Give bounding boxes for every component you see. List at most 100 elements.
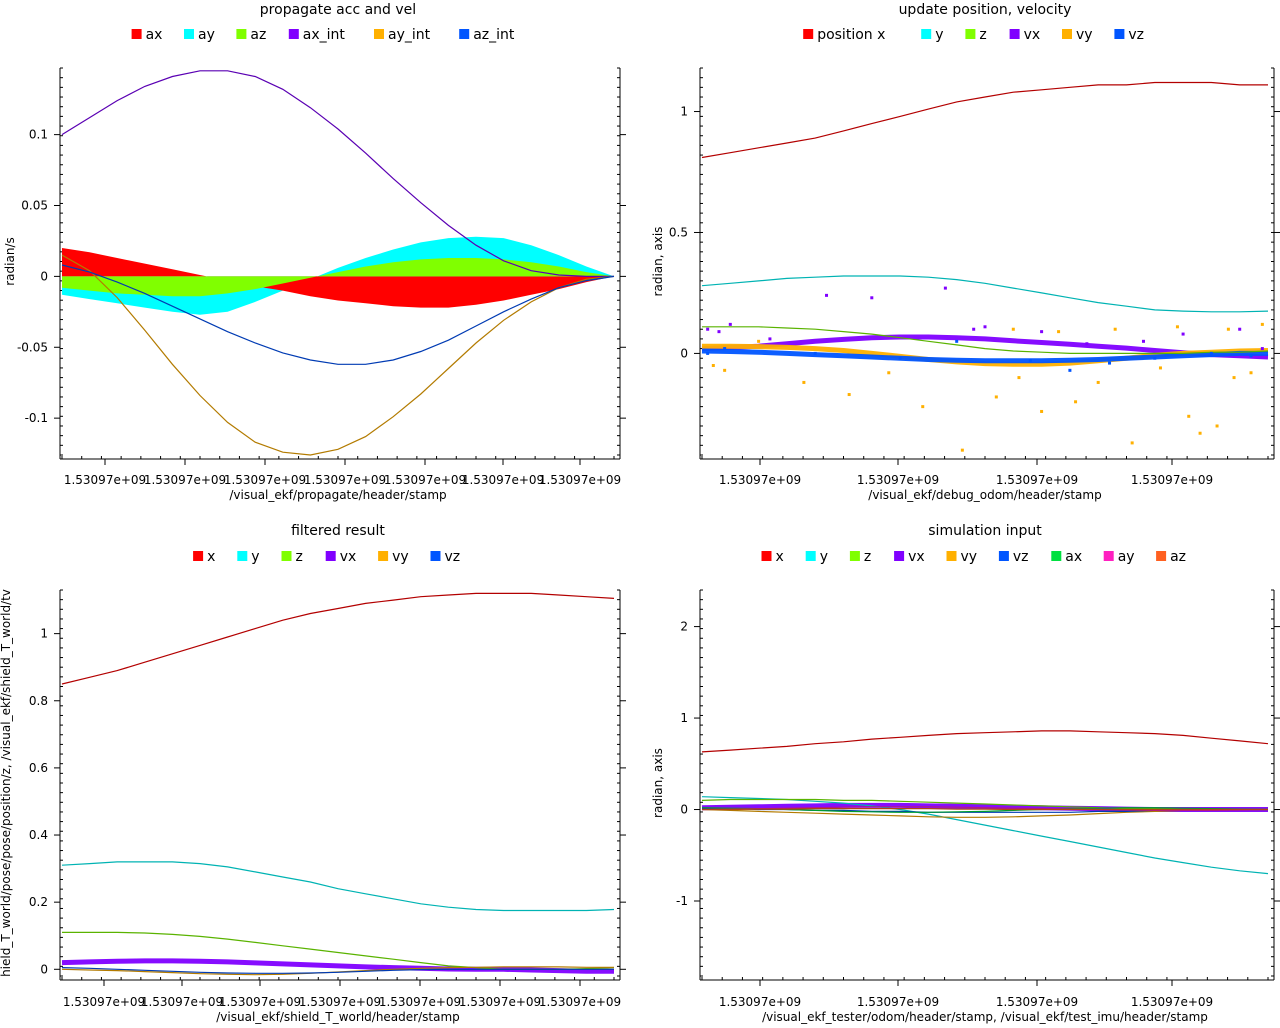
- y-tick-label: 0.1: [29, 128, 48, 142]
- legend: x y z vx vy vz: [193, 549, 460, 565]
- scatter-point-vy: [1057, 330, 1061, 334]
- y-tick-label: 0: [680, 803, 688, 817]
- x-tick-label: 1.53097e+09: [459, 995, 541, 1009]
- scatter-point-vx: [1141, 339, 1145, 343]
- scatter-point-vy: [1260, 322, 1264, 326]
- scatter-point-vy: [1040, 409, 1044, 413]
- y-axis-label: radian, axis: [651, 748, 665, 818]
- scatter-point-vy: [723, 368, 727, 372]
- scatter-point-vz: [1153, 356, 1157, 360]
- legend-label-vx: vx: [908, 549, 925, 565]
- legend-label-ay_int: ay_int: [388, 27, 431, 43]
- legend-label-z: z: [864, 549, 871, 565]
- x-tick-label: 1.53097e+09: [719, 995, 801, 1009]
- scatter-point-vz: [898, 356, 902, 360]
- legend-label-vz: vz: [445, 549, 461, 565]
- chart-title: filtered result: [291, 523, 385, 539]
- legend-swatch-vz: [1114, 29, 1125, 39]
- scatter-point-vx: [972, 327, 976, 331]
- y-tick-label: 0: [680, 346, 688, 360]
- x-tick-label: 1.53097e+09: [462, 473, 544, 487]
- y-tick-label: 0: [40, 962, 48, 976]
- legend-swatch-az: [1156, 551, 1167, 561]
- x-tick-label: 1.53097e+09: [63, 995, 145, 1009]
- scatter-point-vx: [728, 322, 732, 326]
- legend-swatch-x: [761, 551, 772, 561]
- scatter-point-vx: [943, 286, 947, 290]
- scatter-point-vy: [802, 380, 806, 384]
- legend-swatch-az: [236, 29, 247, 39]
- chart-title: update position, velocity: [899, 2, 1072, 18]
- chart-panel-2: update position, velocity position x y z vx v…: [651, 2, 1280, 502]
- legend-swatch-y: [237, 551, 248, 561]
- y-tick-label: 2: [680, 620, 688, 634]
- scatter-point-vz: [1068, 368, 1072, 372]
- legend-swatch-ax_int: [288, 29, 299, 39]
- legend-swatch-ay_int: [374, 29, 384, 39]
- legend-swatch-ax: [131, 29, 142, 39]
- x-axis-label: /visual_ekf/shield_T_world/header/stamp: [216, 1010, 460, 1024]
- legend-label-x: x: [207, 549, 215, 565]
- series-fill-ax: [62, 248, 614, 308]
- scatter-point-vy: [1113, 327, 1117, 331]
- y-axis-label: hield_T_world/pose/pose/position/z, /vis…: [0, 589, 13, 977]
- x-tick-label: 1.53097e+09: [224, 473, 306, 487]
- scatter-point-vx: [983, 325, 987, 329]
- x-tick-label: 1.53097e+09: [299, 995, 381, 1009]
- scatter-point-vy: [1158, 366, 1162, 370]
- legend-swatch-position-x: [803, 29, 814, 39]
- legend-label-ax: ax: [146, 27, 163, 43]
- legend-label-az: az: [1170, 549, 1186, 565]
- y-tick-label: 0.4: [29, 828, 48, 842]
- legend-label-y: y: [251, 549, 259, 565]
- scatter-point-vz: [1108, 361, 1112, 365]
- scatter-point-vy: [960, 448, 964, 452]
- legend-label-vy: vy: [1076, 27, 1093, 43]
- legend-swatch-ay: [1103, 551, 1114, 561]
- scatter-point-vx: [825, 293, 829, 297]
- legend-swatch-vx: [894, 551, 905, 561]
- y-tick-label: 0.8: [29, 694, 48, 708]
- x-tick-label: 1.53097e+09: [857, 995, 939, 1009]
- scatter-point-vx: [717, 330, 721, 334]
- scatter-point-vy: [1249, 371, 1253, 375]
- series-line-ax_int: [61, 70, 614, 277]
- series-line-y: [61, 861, 615, 912]
- chart-title: simulation input: [928, 523, 1042, 539]
- legend: position x y z vx vy vz: [803, 27, 1144, 43]
- scatter-point-vx: [1085, 342, 1089, 346]
- x-tick-label: 1.53097e+09: [384, 473, 466, 487]
- y-axis-label: radian/s: [3, 237, 17, 286]
- x-axis-label: /visual_ekf_tester/odom/header/stamp, /v…: [762, 1010, 1208, 1024]
- scatter-point-vy: [887, 371, 891, 375]
- series-band-vz: [701, 348, 1268, 364]
- scatter-point-vx: [1260, 347, 1264, 351]
- scatter-point-vz: [1209, 351, 1213, 355]
- legend-label-vy: vy: [961, 549, 978, 565]
- y-tick-label: 0.6: [29, 761, 48, 775]
- legend-swatch-vz: [998, 551, 1009, 561]
- legend-swatch-ay: [184, 29, 194, 39]
- legend-label-vx: vx: [1024, 27, 1041, 43]
- scatter-point-vx: [1040, 330, 1044, 334]
- plot-area: [701, 730, 1269, 875]
- legend-swatch-vy: [378, 551, 389, 561]
- chart-panel-4: simulation input x y z vx vy vz ax ay az -1 0 1 2 1.53…: [651, 523, 1280, 1024]
- legend-label-position-x: position x: [817, 27, 885, 43]
- legend: ax ay az ax_int ay_int az_int: [131, 27, 515, 43]
- legend-label-z: z: [296, 549, 303, 565]
- scatter-point-vy: [1226, 327, 1230, 331]
- legend-swatch-az_int: [459, 29, 470, 39]
- x-tick-label: 1.53097e+09: [996, 473, 1078, 487]
- plot-area: [61, 592, 615, 976]
- scatter-point-vy: [711, 364, 715, 368]
- legend-swatch-x: [193, 551, 204, 561]
- legend-label-vz: vz: [1128, 27, 1144, 43]
- x-tick-label: 1.53097e+09: [304, 473, 386, 487]
- scatter-point-vy: [921, 405, 925, 409]
- series-line-az_int: [61, 264, 615, 365]
- scatter-point-vy: [1011, 327, 1015, 331]
- y-tick-label: -0.1: [25, 411, 48, 425]
